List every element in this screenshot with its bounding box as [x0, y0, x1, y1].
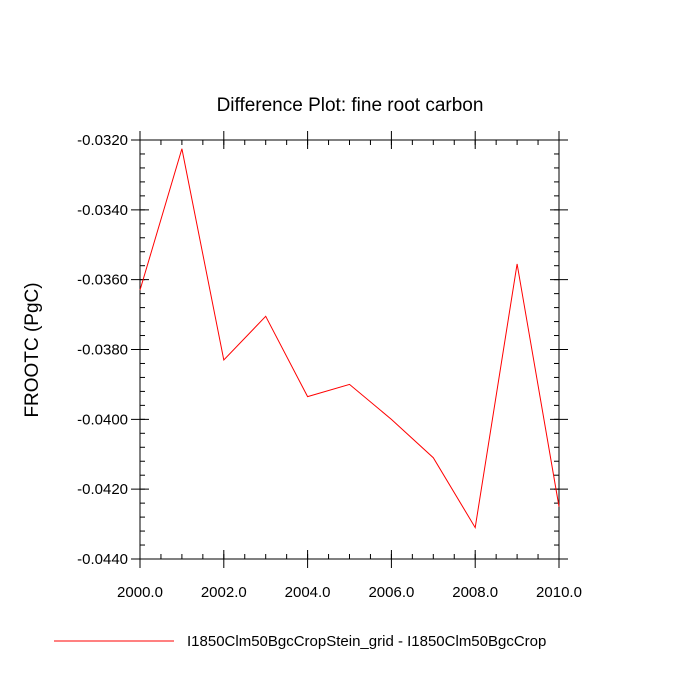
y-tick-label: -0.0400: [77, 411, 128, 428]
x-axis-ticks: 2000.0 2002.0 2004.0 2006.0 2008.0 2010.0: [117, 131, 582, 601]
y-tick-label: -0.0360: [77, 272, 128, 289]
x-tick-label: 2006.0: [368, 584, 414, 601]
y-tick-label: -0.0340: [77, 202, 128, 219]
legend: I1850Clm50BgcCropStein_grid - I1850Clm50…: [54, 633, 546, 650]
y-tick-label: -0.0440: [77, 551, 128, 568]
legend-label: I1850Clm50BgcCropStein_grid - I1850Clm50…: [187, 633, 546, 650]
y-axis-ticks: -0.0320 -0.0340 -0.0360 -0.0380 -0.0400 -0.04…: [77, 132, 568, 568]
x-tick-label: 2002.0: [201, 584, 247, 601]
y-tick-label: -0.0380: [77, 342, 128, 359]
series-layer: [139, 148, 560, 530]
x-tick-label: 2004.0: [285, 584, 331, 601]
y-tick-label: -0.0420: [77, 481, 128, 498]
x-tick-label: 2010.0: [536, 584, 582, 601]
y-tick-label: -0.0320: [77, 132, 128, 149]
x-tick-label: 2008.0: [452, 584, 498, 601]
y-axis-label: FROOTC (PgC): [22, 282, 43, 417]
series-line: [139, 148, 560, 530]
x-tick-label: 2000.0: [117, 584, 163, 601]
chart-title: Difference Plot: fine root carbon: [217, 95, 484, 116]
